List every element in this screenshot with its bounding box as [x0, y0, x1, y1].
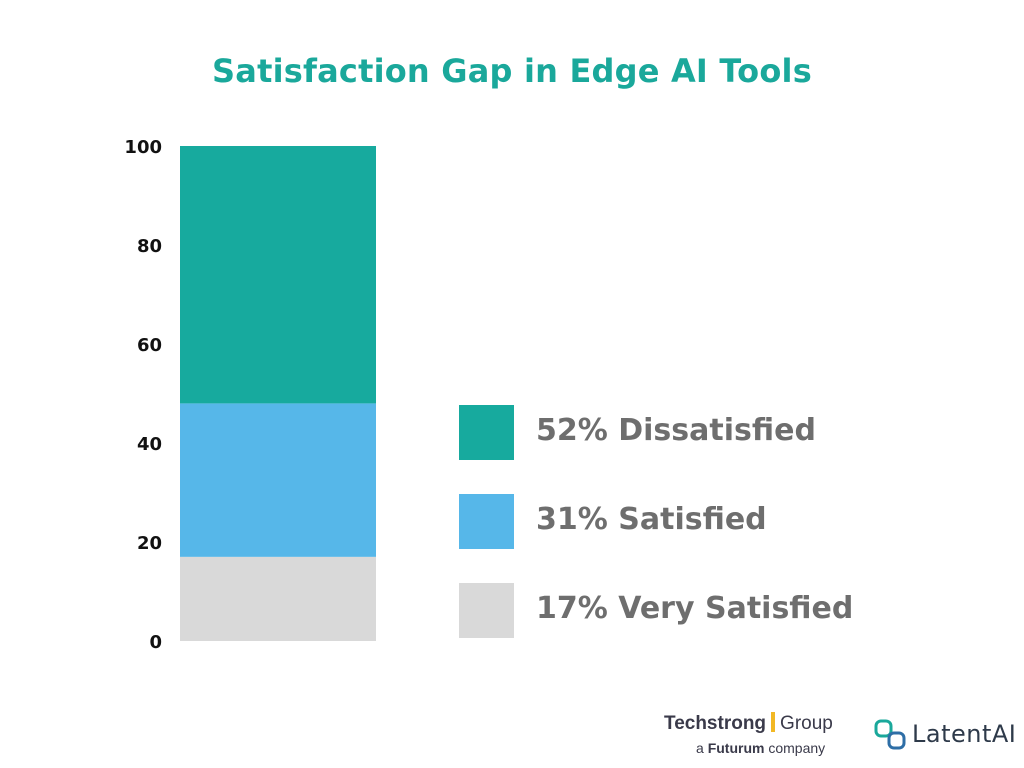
techstrong-wordmark: Techstrong: [664, 713, 767, 734]
legend-label-very-satisfied: 17% Very Satisfied: [536, 591, 854, 626]
latentai-wordmark: LatentAI: [912, 720, 1017, 748]
tagline-suffix: company: [768, 740, 826, 756]
tagline-prefix: a: [696, 740, 704, 756]
y-axis: 100 80 60 40 20 0: [124, 137, 162, 653]
chain-link-icon: [874, 719, 906, 750]
y-tick-label-0: 0: [149, 632, 162, 653]
logo-divider: [771, 712, 776, 732]
legend-swatch-satisfied: [459, 494, 514, 549]
futurum-tagline: a Futurum company: [696, 740, 825, 756]
techstrong-group-logo: Techstrong Group a Futurum company: [664, 712, 844, 756]
legend-swatch-dissatisfied: [459, 405, 514, 460]
latentai-logo: LatentAI: [874, 718, 1019, 752]
bar-segment-dissatisfied: [180, 146, 376, 404]
bar-segment-very-satisfied: [180, 556, 376, 641]
legend-swatch-very-satisfied: [459, 583, 514, 638]
y-tick-label-20: 20: [137, 533, 162, 554]
bar-segment-satisfied: [180, 403, 376, 557]
legend-label-dissatisfied: 52% Dissatisfied: [536, 413, 816, 448]
futurum-brand: Futurum: [707, 740, 765, 756]
y-tick-label-40: 40: [137, 434, 162, 455]
legend-label-satisfied: 31% Satisfied: [536, 502, 767, 537]
y-tick-label-80: 80: [137, 236, 162, 257]
techstrong-group-text: Group: [780, 713, 833, 734]
y-tick-label-100: 100: [124, 137, 162, 158]
chart-title: Satisfaction Gap in Edge AI Tools: [212, 52, 812, 90]
y-tick-label-60: 60: [137, 335, 162, 356]
bar-stack: [180, 146, 376, 641]
legend-item-very-satisfied: 17% Very Satisfied: [459, 583, 879, 639]
legend-item-dissatisfied: 52% Dissatisfied: [459, 405, 879, 461]
legend-item-satisfied: 31% Satisfied: [459, 494, 879, 550]
